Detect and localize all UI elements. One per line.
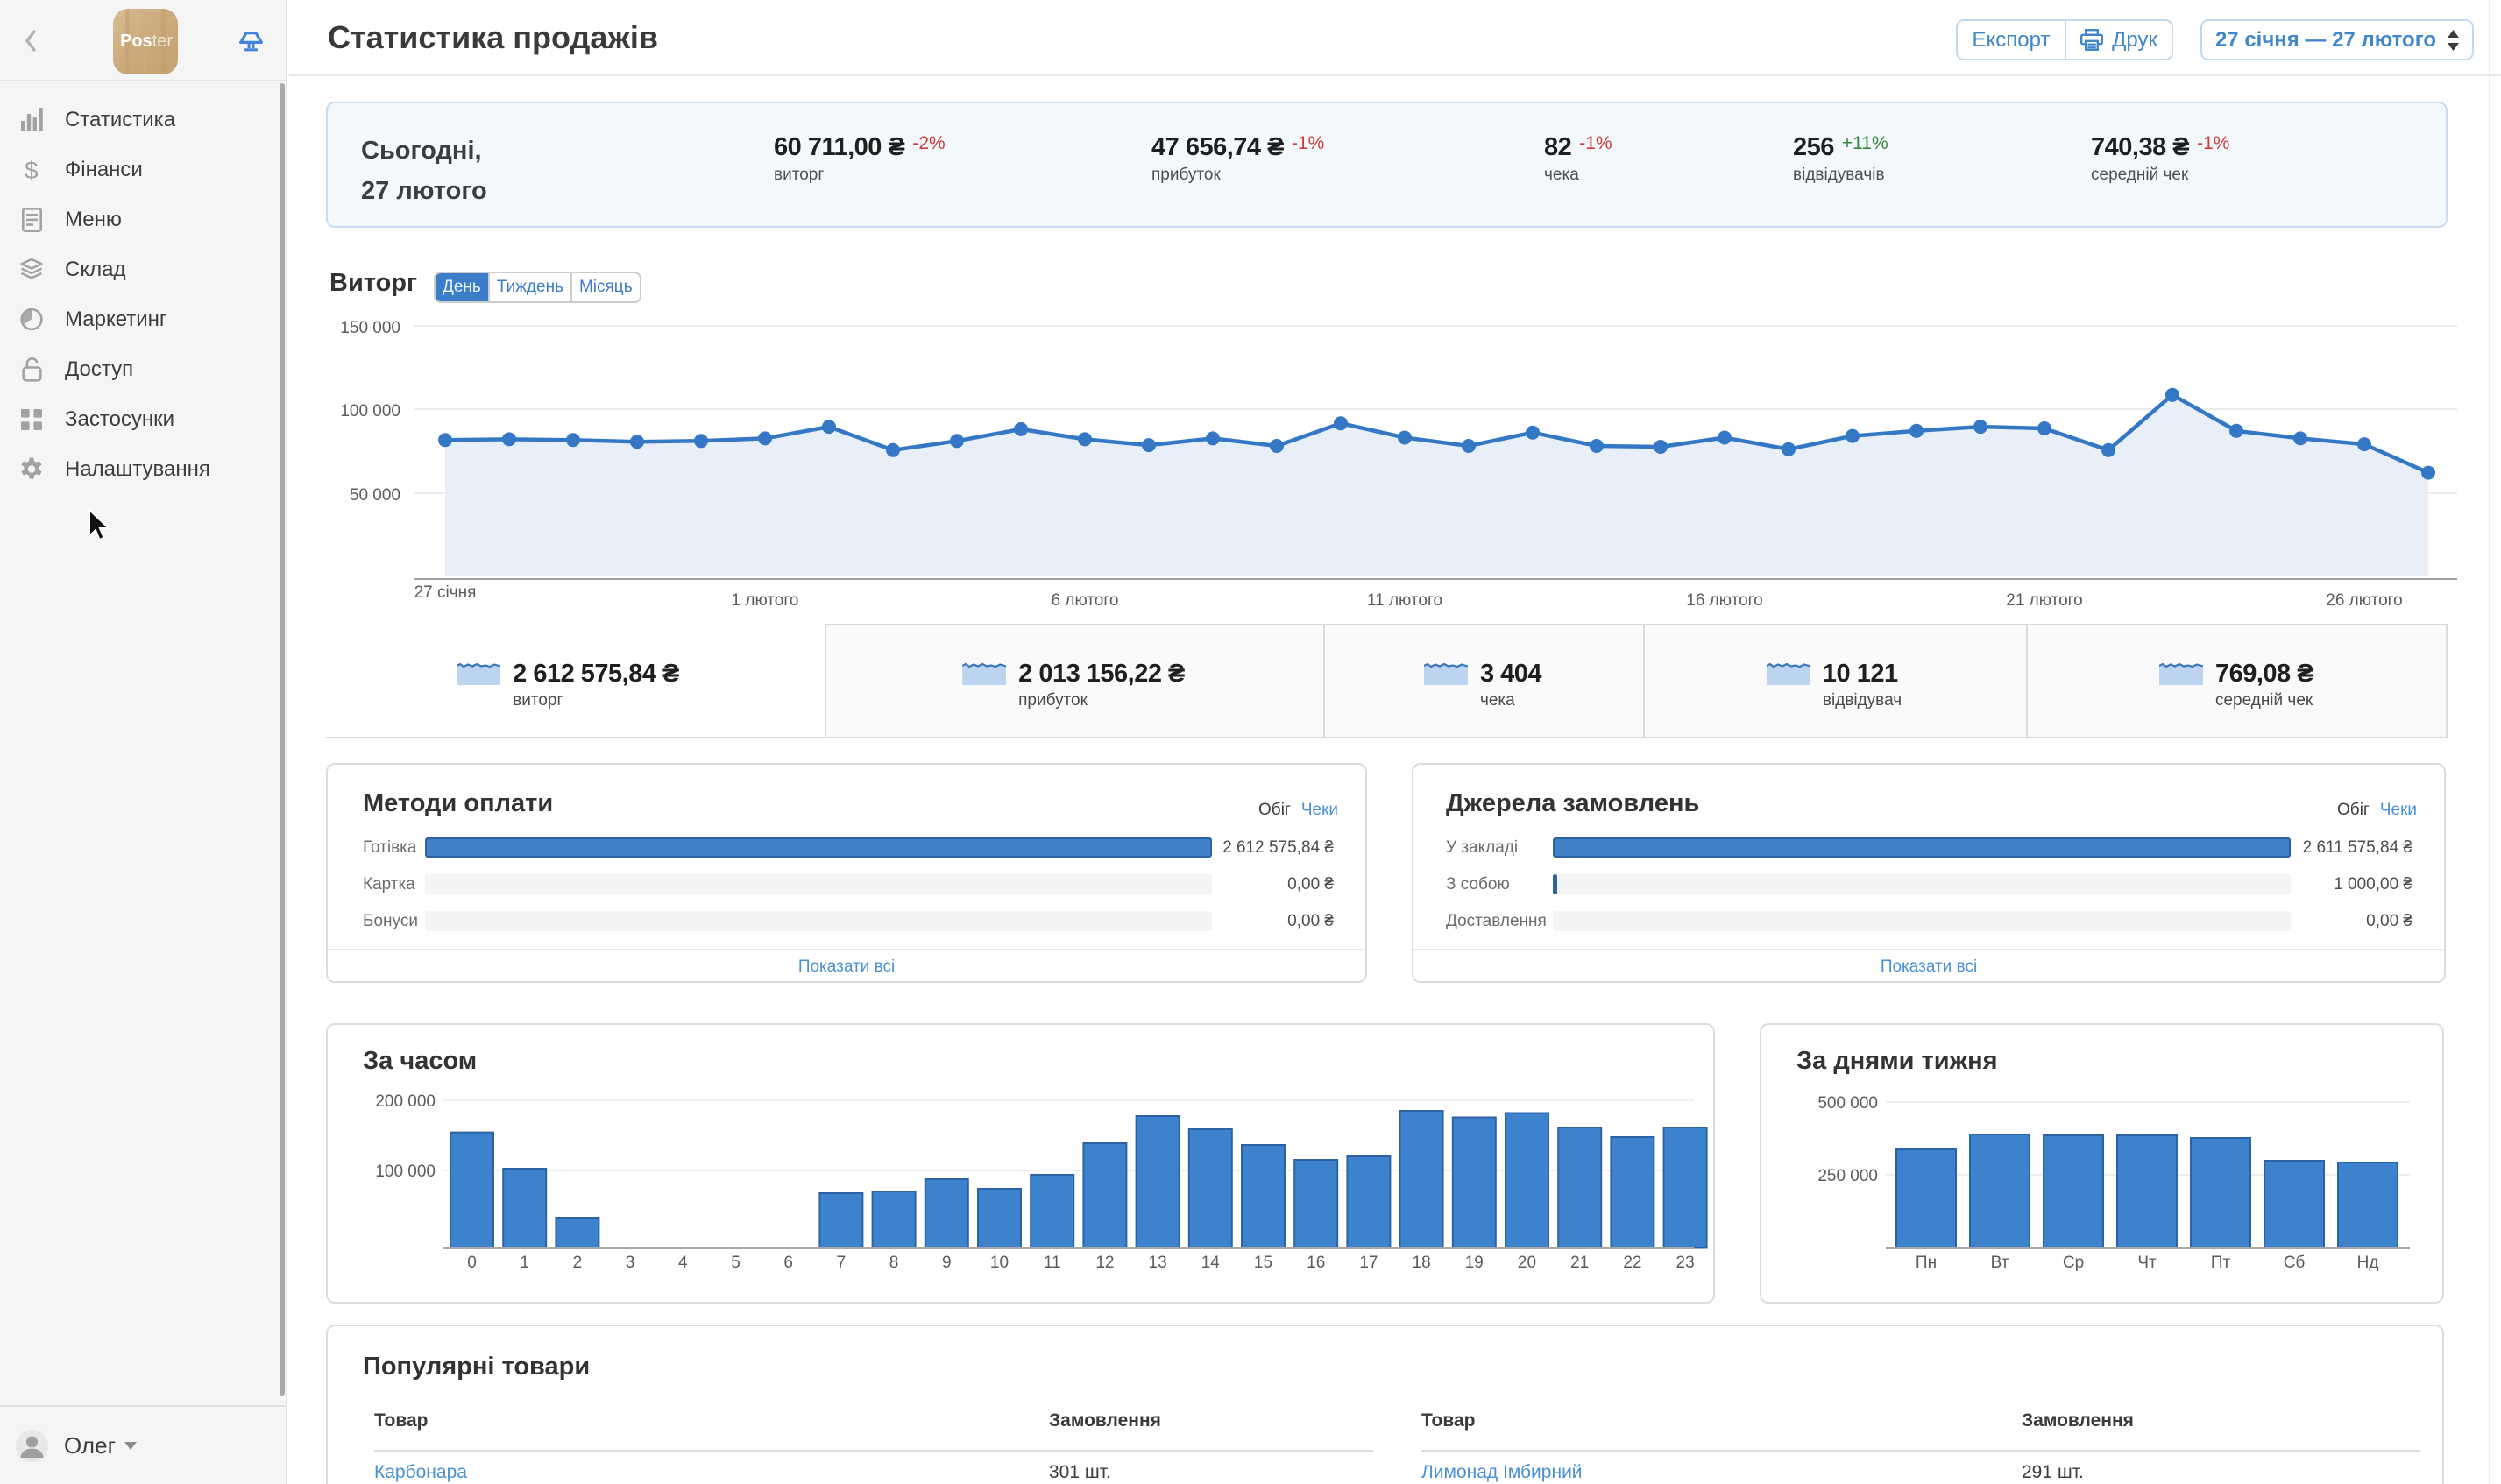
svg-text:22: 22 [1623, 1254, 1641, 1272]
svg-text:8: 8 [889, 1254, 899, 1272]
svg-text:Нд: Нд [2357, 1254, 2379, 1272]
svg-text:Вт: Вт [1991, 1254, 2009, 1272]
svg-text:1 лютого: 1 лютого [732, 591, 799, 610]
svg-text:10: 10 [990, 1254, 1009, 1272]
svg-text:16 лютого: 16 лютого [1686, 591, 1762, 610]
svg-text:100 000: 100 000 [340, 402, 400, 420]
svg-text:250 000: 250 000 [1817, 1167, 1878, 1185]
svg-text:16: 16 [1307, 1254, 1325, 1272]
svg-text:14: 14 [1201, 1254, 1221, 1272]
svg-text:$: $ [25, 157, 39, 183]
svg-text:Ср: Ср [2063, 1254, 2084, 1272]
svg-text:21 лютого: 21 лютого [2006, 591, 2082, 610]
svg-text:3: 3 [626, 1254, 635, 1272]
svg-text:0: 0 [467, 1254, 477, 1272]
svg-text:1: 1 [520, 1254, 529, 1272]
svg-text:18: 18 [1413, 1254, 1431, 1272]
svg-text:27 січня: 27 січня [414, 583, 477, 602]
svg-text:4: 4 [678, 1254, 688, 1272]
svg-text:17: 17 [1359, 1254, 1378, 1272]
svg-text:11 лютого: 11 лютого [1367, 591, 1442, 610]
svg-text:20: 20 [1518, 1254, 1536, 1272]
svg-text:5: 5 [731, 1254, 740, 1272]
svg-text:15: 15 [1254, 1254, 1272, 1272]
svg-text:6 лютого: 6 лютого [1052, 591, 1119, 610]
svg-text:12: 12 [1095, 1254, 1114, 1272]
svg-text:13: 13 [1149, 1254, 1167, 1272]
svg-text:Сб: Сб [2284, 1254, 2306, 1272]
svg-text:200 000: 200 000 [375, 1092, 436, 1111]
svg-text:2: 2 [573, 1254, 583, 1272]
svg-text:150 000: 150 000 [340, 319, 400, 337]
svg-text:Poster: Poster [120, 32, 173, 51]
svg-text:100 000: 100 000 [375, 1162, 436, 1181]
svg-text:11: 11 [1044, 1254, 1061, 1272]
svg-text:50 000: 50 000 [350, 486, 400, 505]
svg-text:Чт: Чт [2137, 1254, 2157, 1272]
svg-text:7: 7 [837, 1254, 847, 1272]
svg-text:26 лютого: 26 лютого [2326, 591, 2402, 610]
svg-text:21: 21 [1570, 1254, 1589, 1272]
svg-text:23: 23 [1676, 1254, 1695, 1272]
svg-text:9: 9 [942, 1254, 952, 1272]
svg-text:6: 6 [783, 1254, 793, 1272]
svg-text:19: 19 [1465, 1254, 1484, 1272]
svg-text:500 000: 500 000 [1817, 1094, 1878, 1113]
svg-text:Пт: Пт [2211, 1254, 2231, 1272]
svg-text:Пн: Пн [1916, 1254, 1937, 1272]
